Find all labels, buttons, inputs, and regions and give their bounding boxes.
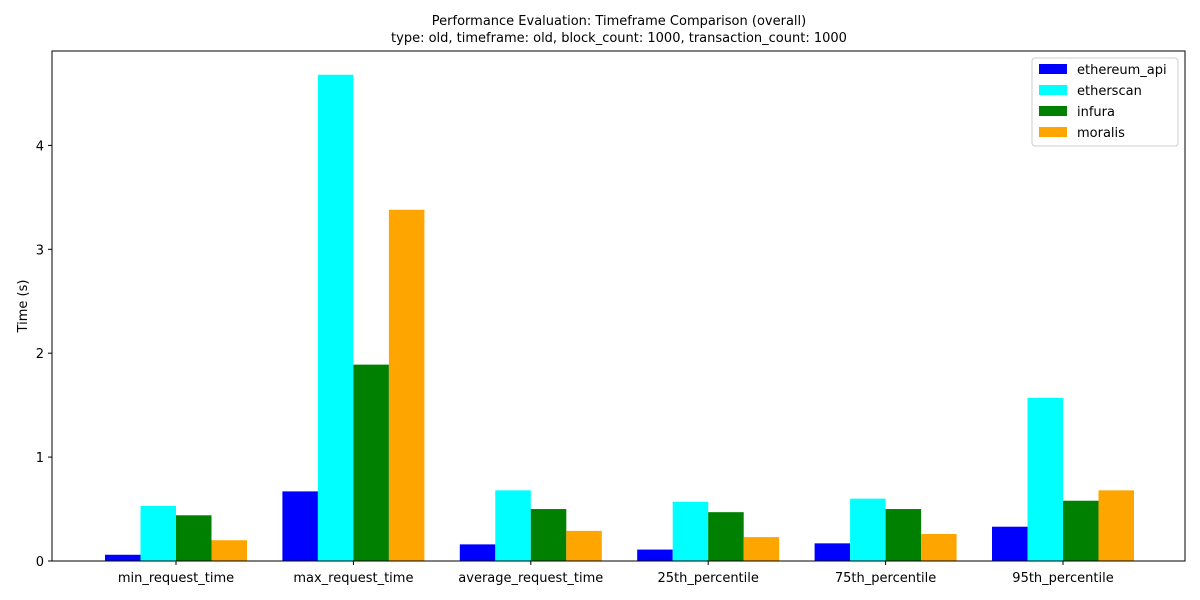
bar-infura-95th_percentile [1063, 500, 1099, 561]
legend-label-ethereum_api: ethereum_api [1077, 63, 1167, 78]
legend-swatch-infura [1039, 106, 1067, 116]
bars-group [105, 74, 1134, 562]
bar-moralis-25th_percentile [743, 537, 780, 561]
bar-etherscan-75th_percentile [850, 498, 886, 561]
x-tick-label: min_request_time [118, 571, 234, 586]
x-tick-label: max_request_time [293, 571, 413, 586]
bar-moralis-95th_percentile [1098, 490, 1134, 561]
bar-infura-min_request_time [176, 515, 212, 561]
y-axis: 0 1 2 3 4 [36, 139, 52, 570]
chart-title: Performance Evaluation: Timeframe Compar… [432, 14, 806, 29]
bar-moralis-min_request_time [211, 540, 247, 561]
bar-ethereum_api-max_request_time [282, 491, 318, 561]
legend-label-moralis: moralis [1077, 126, 1125, 141]
legend-swatch-etherscan [1039, 85, 1067, 95]
x-tick-label: 75th_percentile [835, 571, 936, 586]
y-tick-label: 4 [36, 139, 44, 154]
bar-ethereum_api-95th_percentile [992, 526, 1028, 561]
x-tick-label: 25th_percentile [657, 571, 758, 586]
chart-subtitle: type: old, timeframe: old, block_count: … [391, 31, 847, 46]
bar-ethereum_api-average_request_time [459, 544, 496, 561]
bar-etherscan-max_request_time [317, 74, 354, 562]
y-axis-label: Time (s) [16, 280, 31, 334]
bar-ethereum_api-min_request_time [105, 554, 141, 561]
y-tick-label: 3 [36, 243, 44, 258]
bar-etherscan-average_request_time [495, 490, 531, 561]
x-tick-label: 95th_percentile [1012, 571, 1113, 586]
bar-etherscan-95th_percentile [1027, 397, 1063, 561]
bar-ethereum_api-25th_percentile [637, 549, 673, 561]
legend-label-infura: infura [1077, 105, 1115, 120]
bar-infura-75th_percentile [885, 509, 922, 561]
bar-infura-average_request_time [530, 509, 567, 561]
bar-infura-max_request_time [353, 364, 389, 561]
x-tick-label: average_request_time [458, 571, 603, 586]
bar-etherscan-25th_percentile [672, 501, 709, 561]
bar-etherscan-min_request_time [140, 505, 176, 561]
bar-moralis-max_request_time [388, 209, 425, 561]
plot-frame [51, 50, 1186, 562]
y-tick-label: 1 [36, 451, 44, 466]
bar-moralis-average_request_time [566, 530, 602, 561]
legend-label-etherscan: etherscan [1077, 84, 1142, 99]
legend-swatch-ethereum_api [1039, 64, 1067, 74]
bar-moralis-75th_percentile [921, 533, 957, 561]
legend-box [1031, 57, 1179, 147]
bar-infura-25th_percentile [708, 512, 744, 561]
x-axis: min_request_time max_request_time average_… [118, 561, 1114, 586]
legend-swatch-moralis [1039, 127, 1067, 137]
y-tick-label: 0 [36, 555, 44, 570]
legend: ethereum_api etherscan infura moralis [1031, 57, 1179, 147]
bar-ethereum_api-75th_percentile [814, 543, 851, 561]
y-tick-label: 2 [36, 347, 44, 362]
